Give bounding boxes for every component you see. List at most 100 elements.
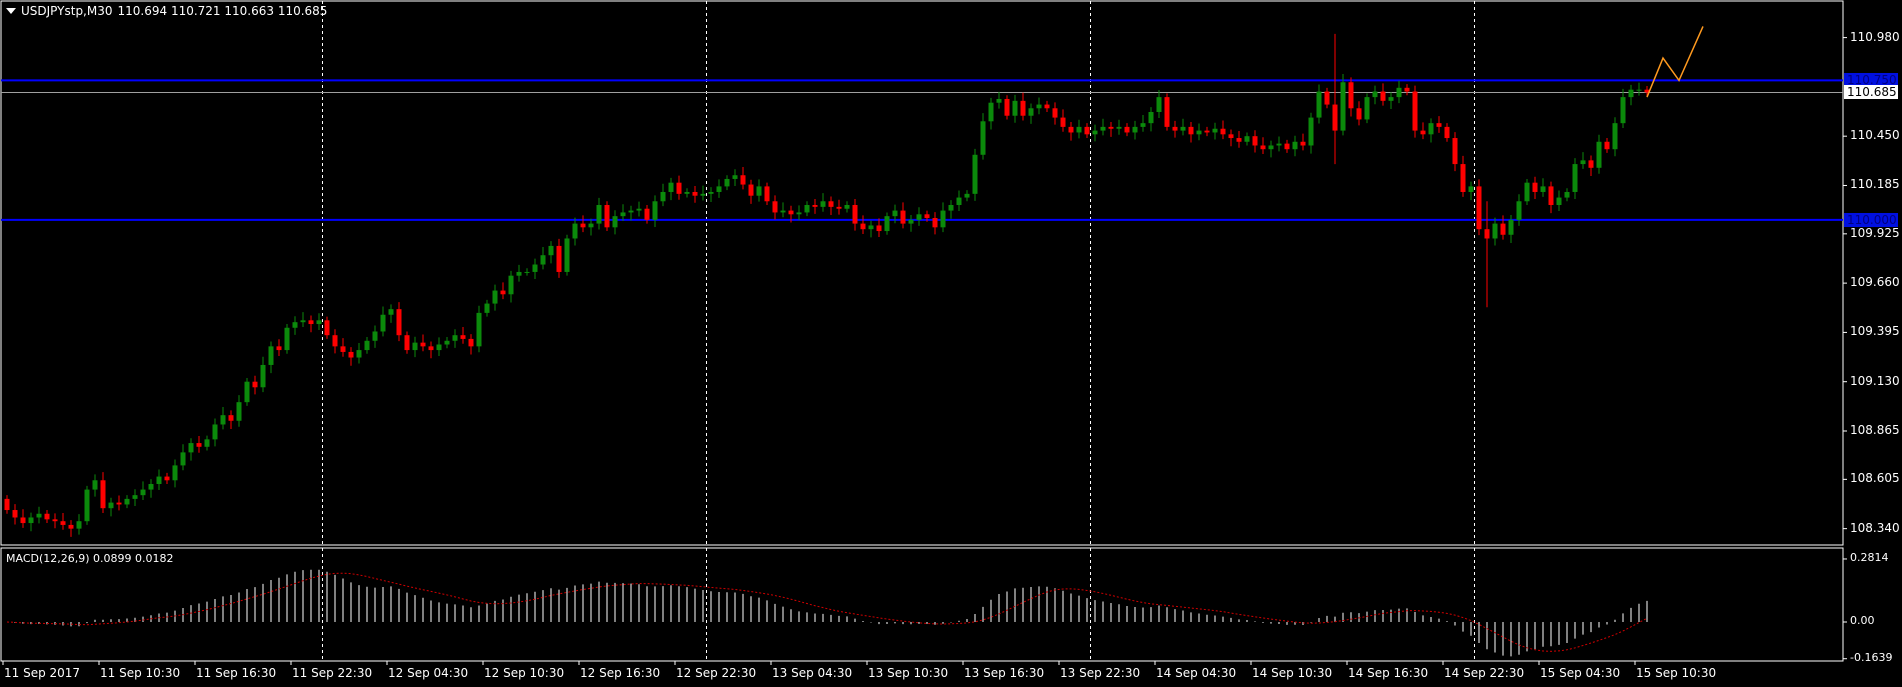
candle-bull xyxy=(292,322,298,328)
candle-bull xyxy=(948,205,954,211)
price-axis-label: 109.130 xyxy=(1850,373,1900,388)
candle-bear xyxy=(1284,143,1290,150)
candle-bear xyxy=(932,218,938,228)
candle-bear xyxy=(1444,126,1450,139)
hline-price-label: 110.000 xyxy=(1844,212,1898,227)
candle-bear xyxy=(1124,126,1130,133)
candle-bull xyxy=(1100,126,1106,131)
candle-bull xyxy=(524,271,530,273)
candle-bull xyxy=(180,452,186,466)
time-axis-label: 13 Sep 22:30 xyxy=(1060,666,1141,680)
candle-bull xyxy=(260,364,266,388)
price-axis-label: 109.660 xyxy=(1850,275,1900,290)
candle-bear xyxy=(348,351,354,358)
candle-bull xyxy=(204,439,210,447)
candle-bull xyxy=(108,502,114,509)
candle-bear xyxy=(324,320,330,336)
candle-bear xyxy=(1348,82,1354,109)
time-axis-label: 12 Sep 10:30 xyxy=(484,666,565,680)
candle-bull xyxy=(28,517,34,524)
candle-bear xyxy=(1484,229,1490,239)
candle-bull xyxy=(588,223,594,228)
candle-bull xyxy=(148,484,154,490)
candle-bear xyxy=(764,186,770,202)
candle-bear xyxy=(1460,164,1466,192)
time-axis-label: 14 Sep 16:30 xyxy=(1348,666,1429,680)
macd-axis-label: 0.2814 xyxy=(1850,550,1889,564)
candle-bull xyxy=(484,303,490,313)
time-axis-label: 13 Sep 10:30 xyxy=(868,666,949,680)
candle-bear xyxy=(924,214,930,219)
candle-bull xyxy=(516,271,522,276)
candle-bull xyxy=(612,216,618,228)
candle-bear xyxy=(1172,126,1178,131)
candle-bull xyxy=(540,255,546,265)
candle-bull xyxy=(700,193,706,196)
candle-bull xyxy=(364,340,370,351)
candle-bull xyxy=(1364,97,1370,120)
candle-bear xyxy=(100,480,106,509)
time-axis-label: 14 Sep 22:30 xyxy=(1444,666,1525,680)
candle-bear xyxy=(428,346,434,351)
time-axis-label: 13 Sep 16:30 xyxy=(964,666,1045,680)
macd-header: MACD(12,26,9) 0.0899 0.0182 xyxy=(6,552,174,565)
candle-bull xyxy=(596,205,602,224)
candle-bull xyxy=(84,489,90,522)
candle-bear xyxy=(1004,98,1010,116)
candle-bear xyxy=(676,182,682,194)
candle-bear xyxy=(860,223,866,230)
candle-bull xyxy=(1628,89,1634,98)
candle-bear xyxy=(740,175,746,185)
candle-bear xyxy=(196,443,202,447)
candle-bull xyxy=(1596,141,1602,168)
time-axis-label: 11 Sep 2017 xyxy=(4,666,81,680)
candle-bear xyxy=(644,208,650,220)
candle-bull xyxy=(804,205,810,213)
price-axis-label: 110.185 xyxy=(1850,177,1900,192)
candle-bull xyxy=(884,216,890,232)
candle-bear xyxy=(1356,108,1362,120)
candle-bull xyxy=(1276,143,1282,146)
candle-bull xyxy=(684,191,690,194)
symbol-label: USDJPYstp,M30 xyxy=(21,4,113,18)
candle-bull xyxy=(1132,126,1138,133)
candle-bull xyxy=(1556,197,1562,205)
candle-bull xyxy=(1492,223,1498,239)
candle-bull xyxy=(708,191,714,194)
candle-bear xyxy=(1020,100,1026,116)
candle-bull xyxy=(1468,186,1474,192)
candle-bear xyxy=(252,381,258,388)
candle-bull xyxy=(92,480,98,490)
candle-bull xyxy=(1572,164,1578,192)
candle-bull xyxy=(564,238,570,272)
candle-bear xyxy=(1644,89,1650,93)
candle-bear xyxy=(1164,97,1170,127)
candle-bear xyxy=(1060,117,1066,127)
candle-bear xyxy=(1044,104,1050,109)
candle-bear xyxy=(1476,186,1482,230)
candle-bull xyxy=(1308,117,1314,146)
candle-bear xyxy=(116,502,122,505)
candle-bear xyxy=(404,335,410,351)
candle-bull xyxy=(1196,130,1202,135)
candle-bull xyxy=(436,344,442,351)
candle-bull xyxy=(508,275,514,295)
time-axis-label: 14 Sep 04:30 xyxy=(1156,666,1237,680)
candle-bull xyxy=(1244,136,1250,142)
candle-bull xyxy=(1012,100,1018,116)
candle-bull xyxy=(980,121,986,155)
candle-bull xyxy=(732,175,738,179)
candle-bear xyxy=(308,320,314,325)
dropdown-triangle-icon[interactable] xyxy=(6,8,16,14)
candle-bear xyxy=(228,415,234,421)
candle-bear xyxy=(1332,104,1338,131)
candle-bull xyxy=(300,320,306,323)
candle-bear xyxy=(812,205,818,207)
time-axis-label: 11 Sep 22:30 xyxy=(292,666,373,680)
candle-bull xyxy=(476,312,482,347)
candle-bear xyxy=(276,346,282,351)
candle-bull xyxy=(380,314,386,332)
candle-bull xyxy=(844,205,850,209)
candle-bear xyxy=(876,225,882,232)
